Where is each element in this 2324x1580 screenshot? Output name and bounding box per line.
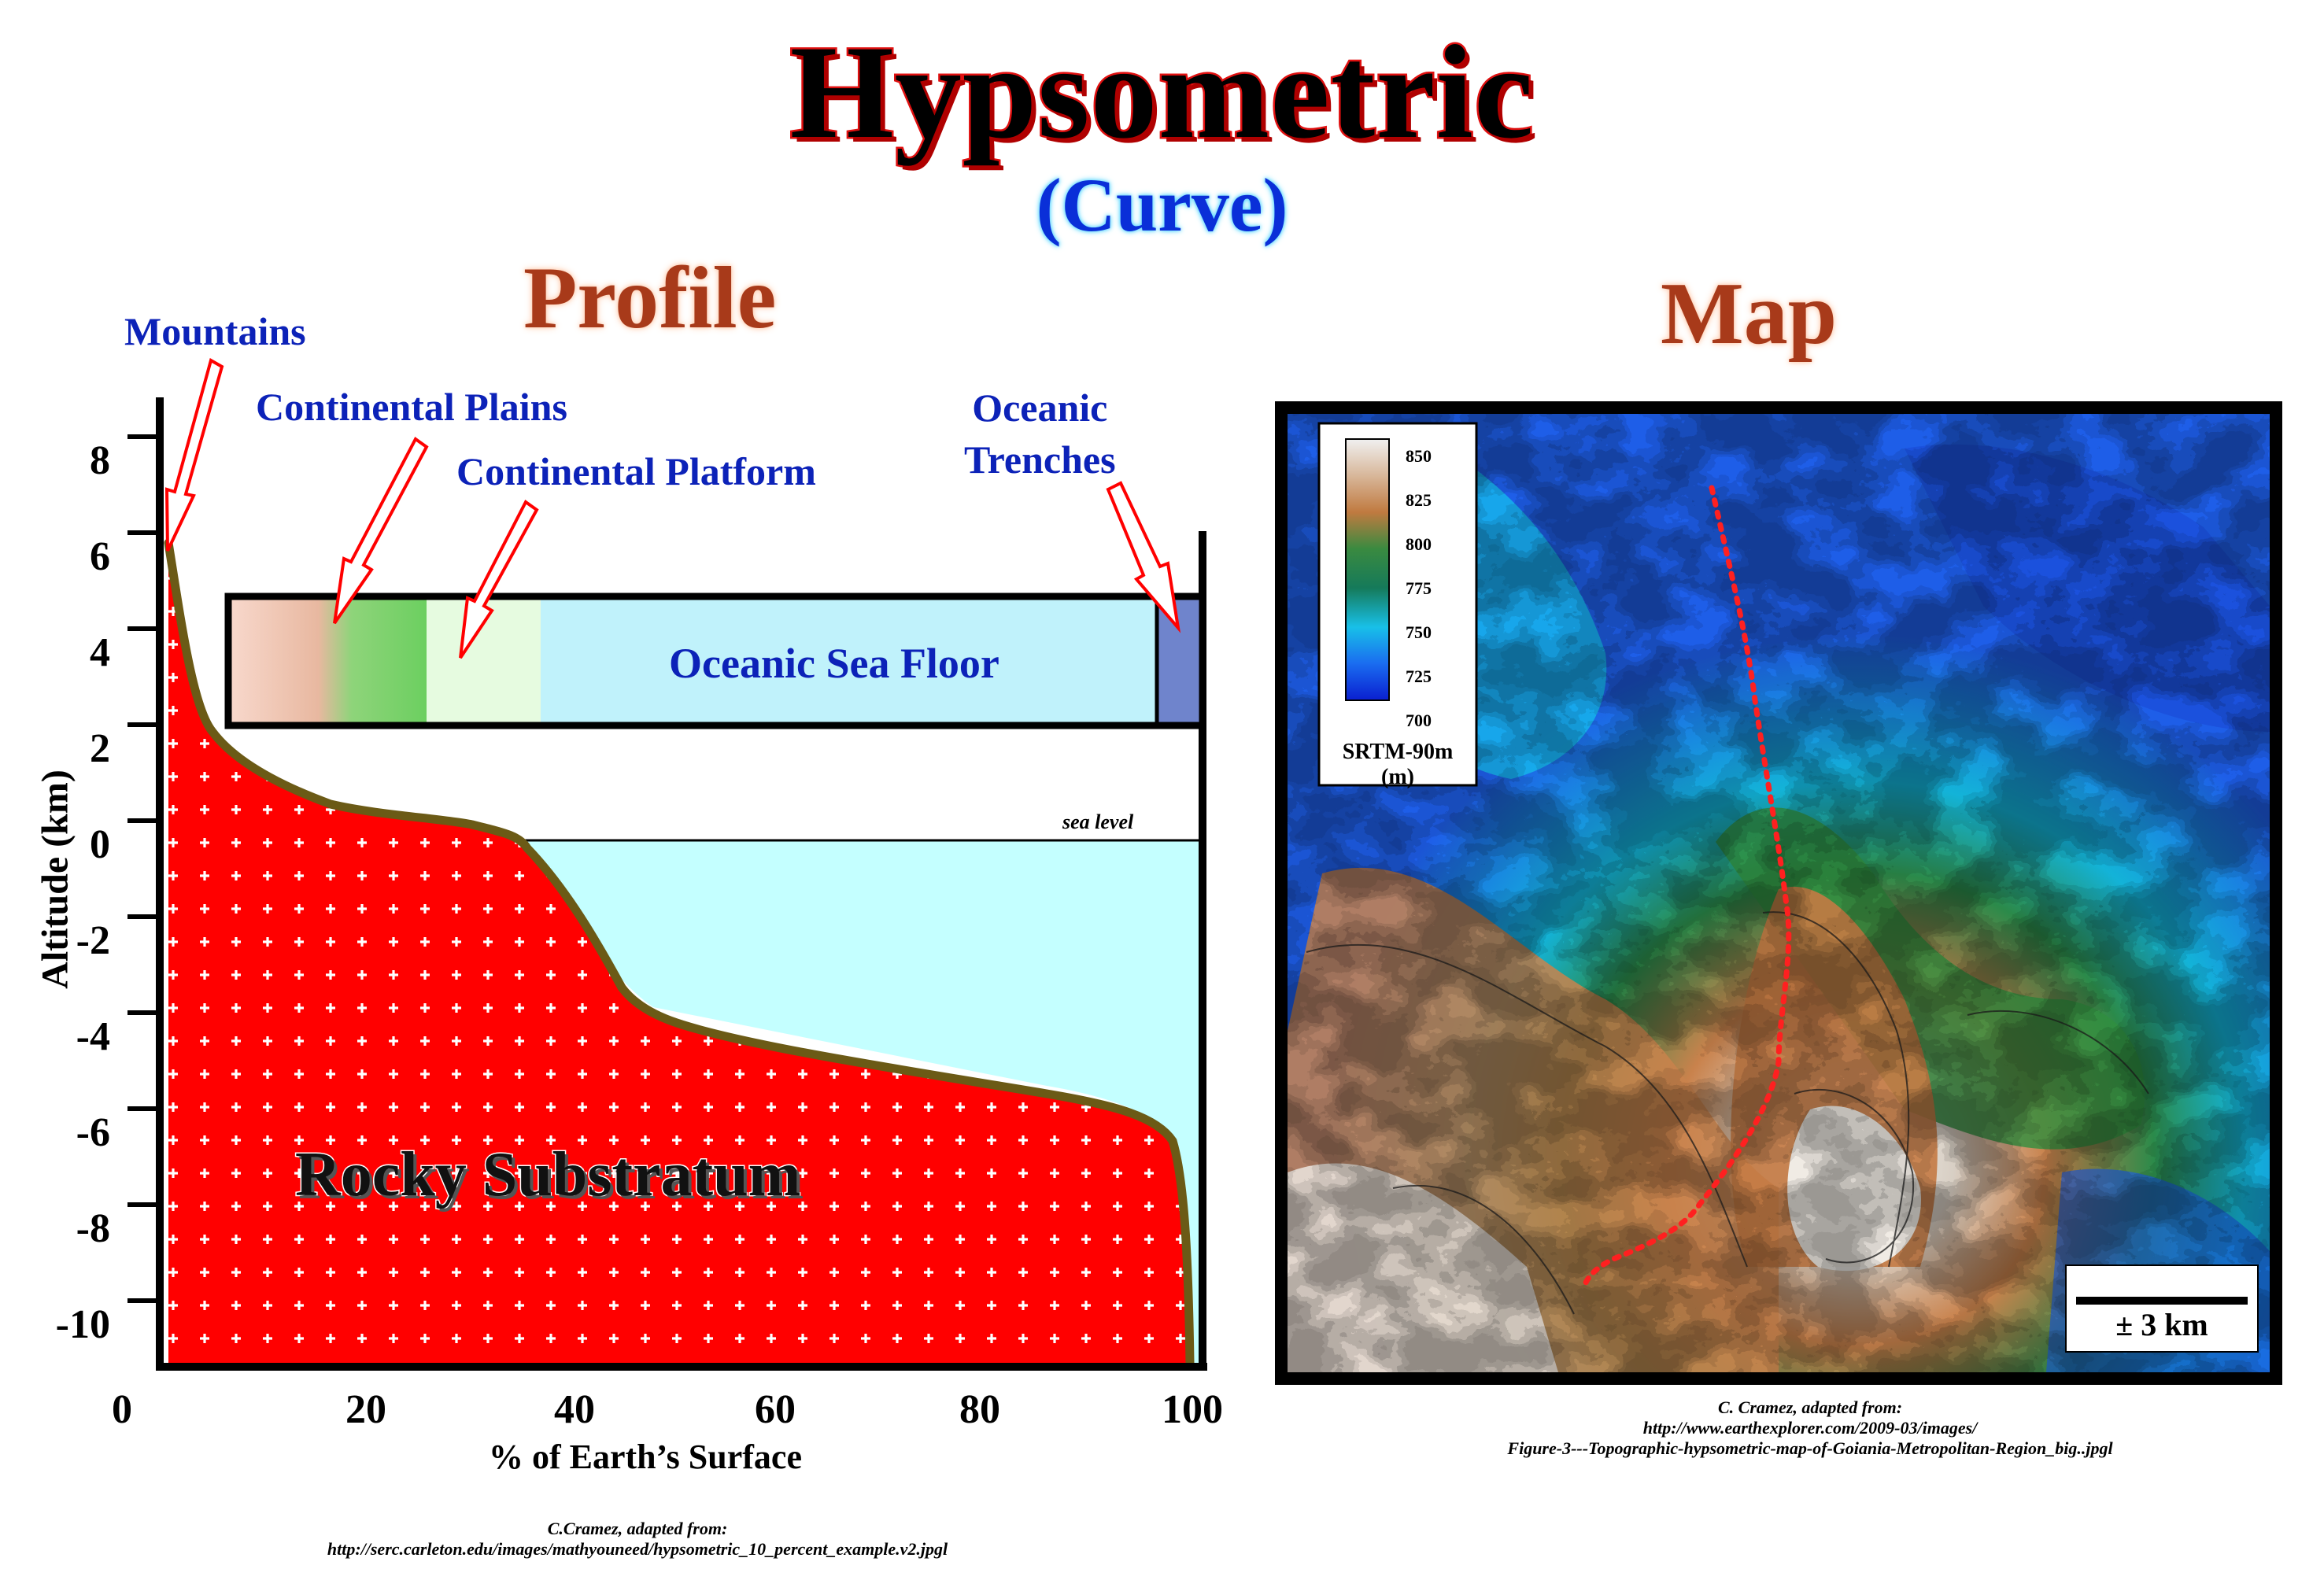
map-heading: Map [1661, 265, 1837, 363]
label-continental-plains: Continental Plains [256, 385, 567, 429]
label-oceanic-trenches-line1: Oceanic [972, 386, 1108, 430]
map-legend-box [1317, 422, 1478, 787]
y-tick-label: -6 [76, 1110, 110, 1155]
x-tick-label: 40 [554, 1387, 595, 1432]
label-oceanic-sea-floor: Oceanic Sea Floor [669, 640, 999, 687]
zone-bar-frame [224, 592, 1206, 729]
y-tick-label: 2 [90, 726, 110, 771]
legend-title-line2: (m) [1381, 765, 1414, 789]
y-tick-label: -8 [76, 1206, 110, 1251]
topographic-map [1275, 401, 2282, 1385]
x-tick-label: 100 [1162, 1387, 1223, 1432]
y-tick-label: -10 [55, 1302, 110, 1347]
continental-platform-arrow [459, 500, 539, 659]
x-axis-title: % of Earth’s Surface [489, 1438, 802, 1476]
scale-label: ± 3 km [2115, 1307, 2208, 1342]
map-credit-line1: C. Cramez, adapted from: [1717, 1397, 1903, 1417]
zone-bar-mountains-plains [230, 598, 427, 724]
scale-bar-box [2065, 1264, 2259, 1353]
profile-credit: C.Cramez, adapted from: http://serc.carl… [157, 1519, 1118, 1560]
map-credit-line3: Figure-3---Topographic-hypsometric-map-o… [1507, 1438, 2113, 1458]
y-tick-marks [127, 434, 160, 1303]
profile-credit-line1: C.Cramez, adapted from: [547, 1519, 728, 1538]
y-tick-label: 4 [90, 630, 110, 675]
profile-heading: Profile [523, 249, 777, 347]
y-tick-label: -4 [76, 1014, 110, 1059]
y-tick-labels: 8 6 4 2 0 -2 -4 -6 -8 -10 [31, 413, 110, 1373]
x-tick-label: 60 [755, 1387, 796, 1432]
hypsometric-curve [164, 538, 1195, 1368]
x-tick-label: 20 [345, 1387, 386, 1432]
legend-title-line1: SRTM-90m [1342, 740, 1454, 764]
x-tick-label: 80 [959, 1387, 1000, 1432]
y-tick-label: 0 [90, 822, 110, 867]
legend-value-labels: 850 825 800 775 750 725 700 [1406, 434, 1453, 743]
mountains-arrow [164, 357, 224, 552]
main-title: Hypsometric [788, 17, 1535, 168]
subtitle: (Curve) [1036, 163, 1288, 247]
zone-bar-trenches [1157, 598, 1203, 724]
legend-value: 825 [1406, 490, 1432, 510]
continental-plains-arrow [333, 437, 429, 625]
legend-value: 725 [1406, 666, 1432, 686]
oceanic-trenches-arrow [1106, 481, 1181, 633]
label-sea-level: sea level [1062, 810, 1134, 833]
ocean-water [523, 840, 1203, 1363]
legend-value: 850 [1406, 446, 1432, 466]
x-tick-label: 0 [112, 1387, 132, 1432]
legend-value: 700 [1406, 711, 1432, 730]
label-oceanic-trenches-line2: Trenches [964, 437, 1116, 482]
y-tick-label: -2 [76, 918, 110, 963]
hypsometric-profile [127, 357, 1207, 1371]
scale-bar [2076, 1297, 2248, 1305]
map-credit-line2: http://www.earthexplorer.com/2009-03/ima… [1642, 1418, 1978, 1438]
legend-value: 750 [1406, 622, 1432, 642]
zone-bar-sea-floor [541, 598, 1157, 724]
label-continental-platform: Continental Platform [456, 449, 816, 493]
survey-track [1583, 485, 1792, 1286]
map-legend-colorbar [1345, 438, 1390, 701]
y-axis-title: Altitude (km) [34, 770, 76, 989]
legend-value: 775 [1406, 578, 1432, 598]
legend-title: SRTM-90m (m) [1319, 740, 1476, 790]
legend-value: 800 [1406, 534, 1432, 554]
map-credit: C. Cramez, adapted from: http://www.eart… [1338, 1397, 2282, 1459]
y-tick-label: 6 [90, 534, 110, 579]
label-oceanic-trenches: Oceanic Trenches [964, 382, 1116, 485]
y-tick-label: 8 [90, 438, 110, 483]
label-mountains: Mountains [124, 309, 306, 353]
label-rocky-substratum: Rocky Substratum [294, 1139, 801, 1211]
profile-credit-line2: http://serc.carleton.edu/images/mathyoun… [327, 1539, 948, 1559]
